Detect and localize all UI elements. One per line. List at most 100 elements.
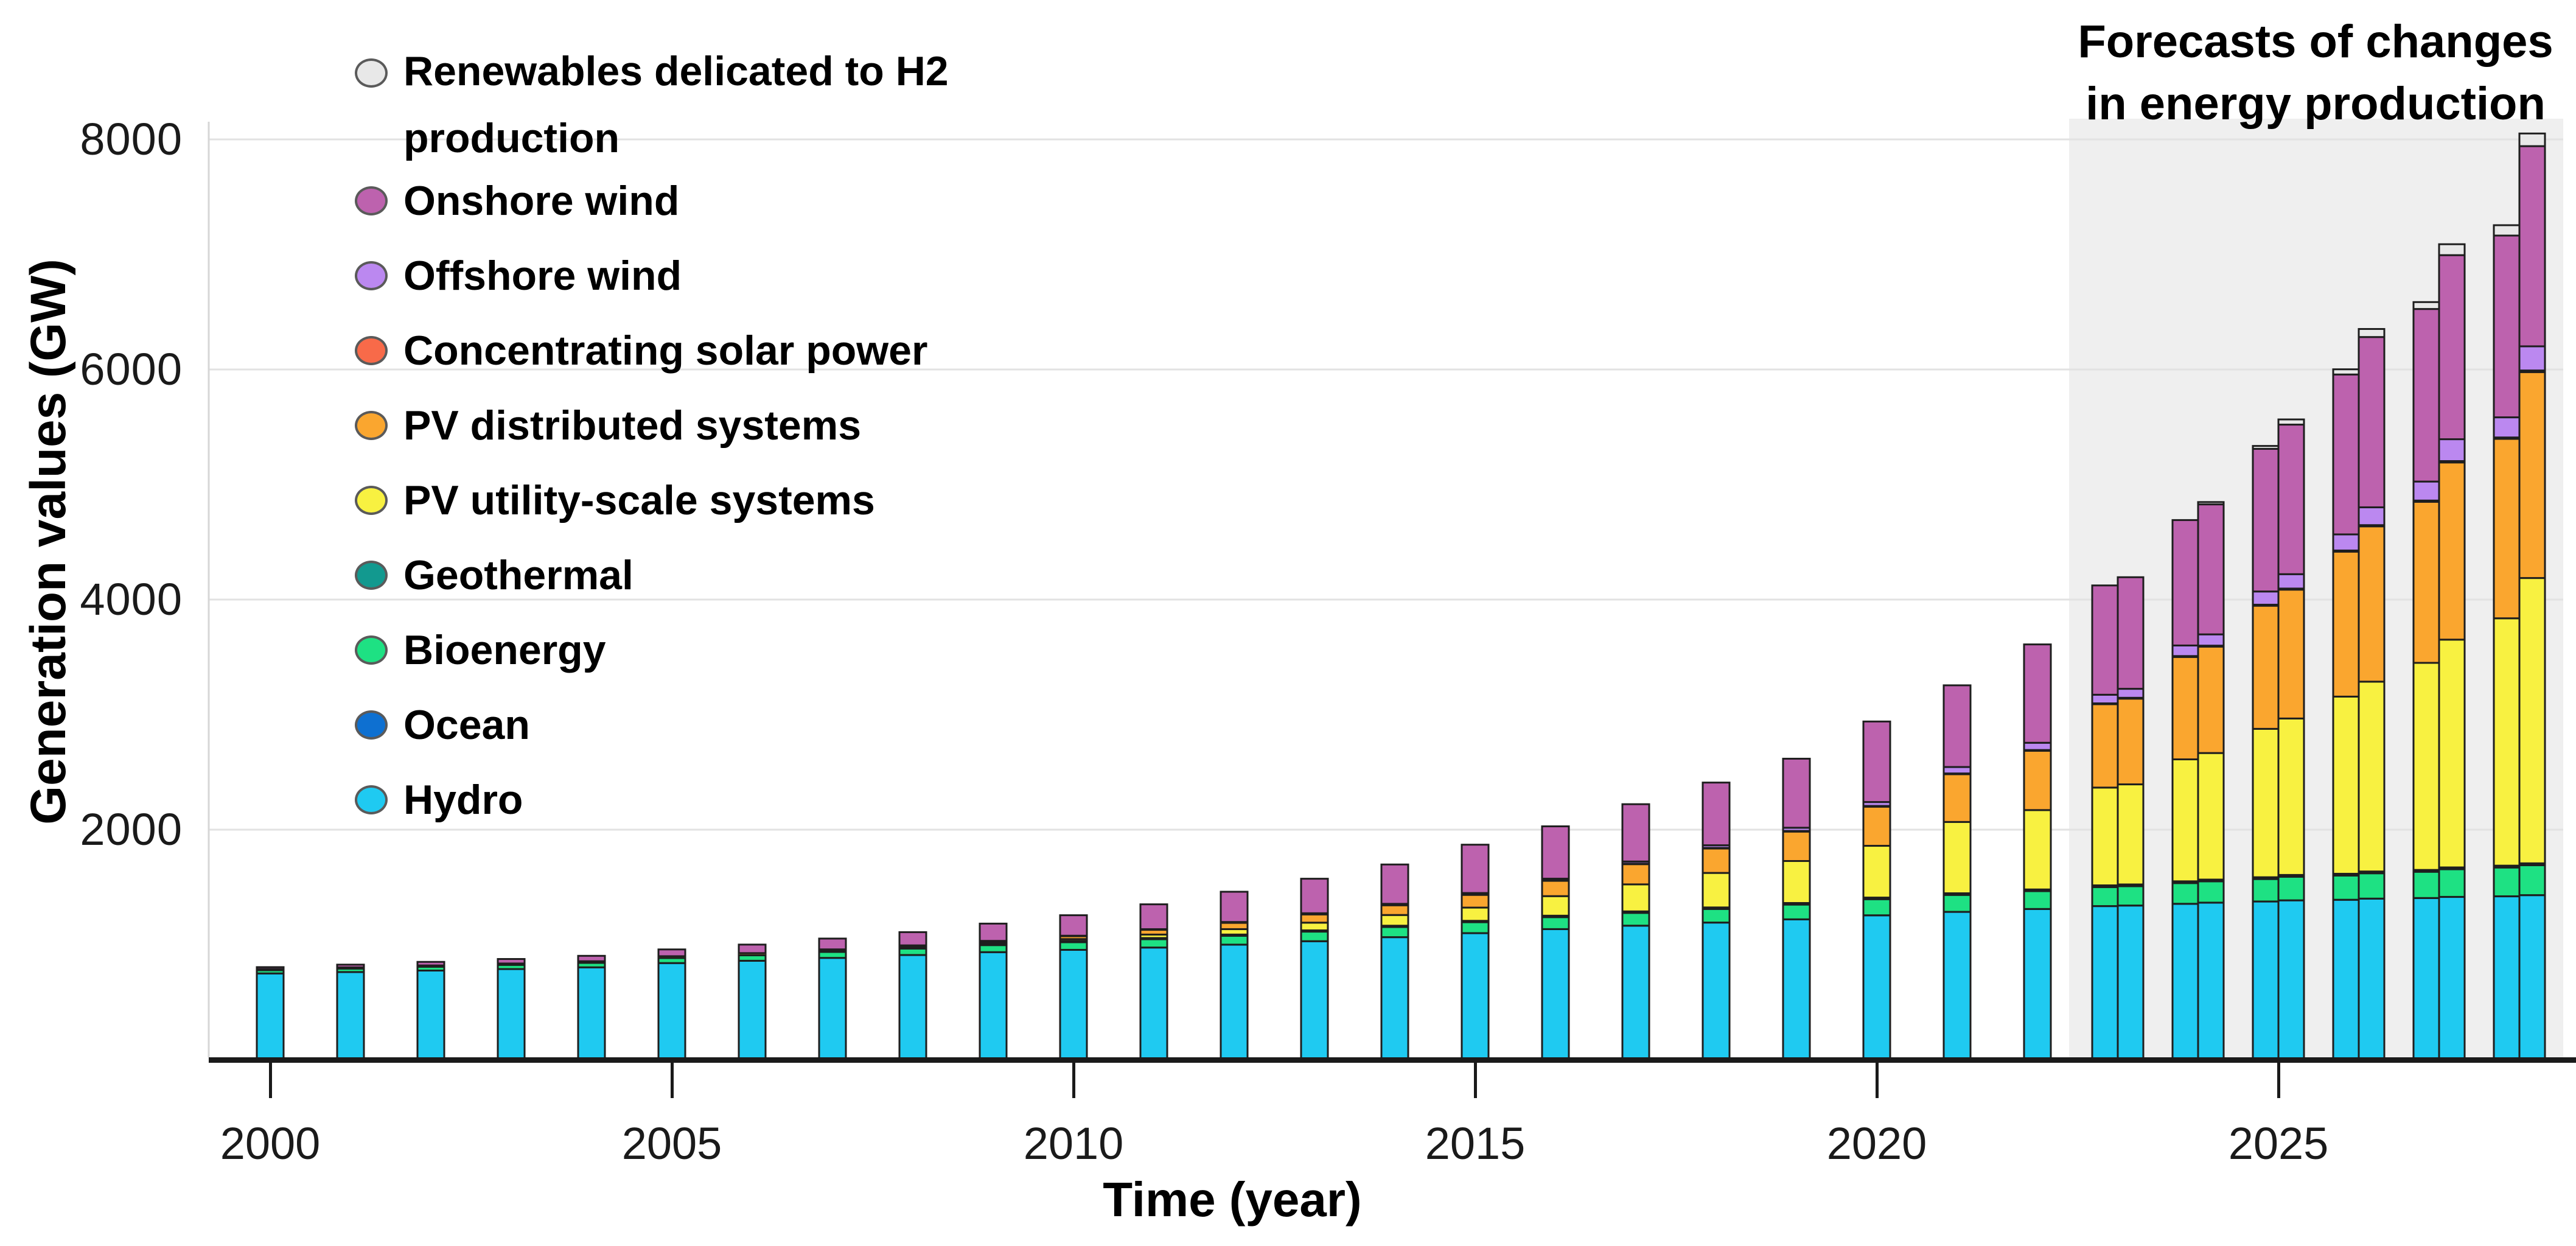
bar-segment-2007-onshore_wind [818,937,847,951]
bar-segment-2000-hydro [256,972,285,1061]
bar-2010 [1059,914,1088,1061]
legend-label-h2-line1: Renewables delicated to H2 [403,48,949,94]
bar-segment-2025-main-pv_utility [2252,727,2280,878]
bar-segment-2025-accelerated-onshore_wind [2277,424,2305,575]
bar-segment-2023-accelerated-onshore_wind [2117,576,2145,690]
bar-2024-accelerated [2197,501,2225,1061]
bar-segment-2009-bioenergy [979,944,1008,953]
bar-segment-2010-onshore_wind [1059,914,1088,937]
bar-segment-2028-accelerated-pv_distributed [2518,371,2546,579]
bar-segment-2027-accelerated-hydro [2438,896,2466,1061]
bar-segment-2020-pv_distributed [1862,805,1891,847]
bar-segment-2025-main-pv_distributed [2252,604,2280,730]
bar-segment-2024-main-bioenergy [2171,882,2199,905]
bar-segment-2014-onshore_wind [1380,863,1409,905]
legend-item-ocean: Ocean [403,702,530,748]
bar-segment-2024-main-pv_distributed [2171,656,2199,761]
bar-segment-2028-accelerated-h2 [2518,132,2546,147]
bar-segment-2015-pv_distributed [1461,894,1490,909]
bar-segment-2023-accelerated-pv_distributed [2117,698,2145,786]
bar-segment-2028-accelerated-offshore_wind [2518,345,2546,372]
bar-segment-2024-accelerated-offshore_wind [2197,633,2225,647]
bar-segment-2027-main-pv_utility [2412,662,2440,871]
bar-segment-2014-hydro [1380,936,1409,1061]
bar-segment-2028-accelerated-hydro [2518,894,2546,1061]
bar-2011 [1139,903,1168,1061]
forecast-annotation-line1: Forecasts of changes [2078,16,2553,68]
bar-segment-2007-hydro [818,957,847,1061]
bar-segment-2025-accelerated-h2 [2277,418,2305,426]
bar-segment-2001-hydro [336,971,365,1061]
bar-2015 [1461,844,1490,1061]
bar-segment-2024-accelerated-bioenergy [2197,880,2225,904]
bar-segment-2026-accelerated-pv_distributed [2358,525,2386,683]
bar-segment-2024-main-offshore_wind [2171,644,2199,657]
bar-segment-2023-accelerated-offshore_wind [2117,688,2145,699]
bar-segment-2017-hydro [1621,925,1650,1061]
bar-segment-2016-onshore_wind [1541,825,1570,880]
legend-dot-bioenergy [355,635,388,665]
bar-segment-2001-onshore_wind [336,964,365,968]
bar-2009 [979,922,1008,1061]
bar-segment-2023-main-pv_utility [2091,786,2119,887]
bar-2025-main [2252,445,2280,1061]
bar-segment-2012-bioenergy [1220,934,1249,946]
bar-segment-2027-main-onshore_wind [2412,308,2440,483]
bar-segment-2027-main-offshore_wind [2412,480,2440,502]
forecast-annotation-line2: in energy production [2086,77,2546,130]
bar-segment-2026-accelerated-onshore_wind [2358,336,2386,508]
bar-segment-2019-hydro [1782,918,1811,1061]
bar-segment-2018-pv_utility [1702,872,1731,909]
bar-segment-2020-pv_utility [1862,845,1891,899]
bar-segment-2004-onshore_wind [577,954,606,962]
bar-2027-accelerated [2438,243,2466,1061]
bar-segment-2021-pv_utility [1942,821,1972,895]
bar-segment-2008-bioenergy [898,947,927,956]
bar-segment-2025-main-onshore_wind [2252,447,2280,593]
bar-segment-2024-accelerated-pv_distributed [2197,645,2225,754]
bar-segment-2019-bioenergy [1782,903,1811,920]
bar-segment-2024-accelerated-pv_utility [2197,752,2225,881]
bar-segment-2027-main-bioenergy [2412,870,2440,899]
bar-segment-2013-pv_utility [1300,922,1329,931]
x-axis-line [209,1057,2576,1098]
bar-segment-2024-main-pv_utility [2171,758,2199,883]
bar-segment-2017-pv_distributed [1621,863,1650,886]
bar-segment-2015-onshore_wind [1461,844,1490,894]
bar-segment-2027-accelerated-bioenergy [2438,868,2466,898]
legend-dot-offshore-wind [355,261,388,290]
x-tick-2025: 2025 [2228,1118,2329,1169]
bar-segment-2023-accelerated-pv_utility [2117,783,2145,886]
bar-segment-2026-main-bioenergy [2332,874,2360,901]
bar-segment-2024-accelerated-hydro [2197,901,2225,1061]
bar-segment-2025-main-offshore_wind [2252,590,2280,606]
legend-dot-geothermal [355,561,388,590]
bar-segment-2023-main-offshore_wind [2091,693,2119,705]
bar-segment-2025-main-h2 [2252,445,2280,450]
bar-segment-2027-accelerated-h2 [2438,243,2466,256]
bar-segment-2022-bioenergy [2023,890,2052,910]
x-axis-title: Time (year) [1103,1172,1362,1227]
bar-segment-2021-bioenergy [1942,894,1972,913]
bar-2022 [2023,643,2052,1061]
bar-segment-2017-pv_utility [1621,883,1650,912]
bar-segment-2027-main-hydro [2412,897,2440,1061]
bar-segment-2026-main-pv_utility [2332,695,2360,875]
bar-segment-2000-onshore_wind [256,966,285,970]
bar-segment-2009-onshore_wind [979,922,1008,942]
bar-segment-2022-pv_distributed [2023,749,2052,811]
bar-segment-2011-bioenergy [1139,938,1168,949]
bar-segment-2026-main-pv_distributed [2332,550,2360,698]
bar-segment-2023-accelerated-hydro [2117,905,2145,1061]
y-tick-6000: 6000 [80,344,183,394]
bar-segment-2027-main-h2 [2412,301,2440,310]
bar-segment-2027-main-pv_distributed [2412,500,2440,664]
bar-2001 [336,964,365,1061]
bar-segment-2026-main-h2 [2332,368,2360,376]
legend-item-bioenergy: Bioenergy [403,627,606,673]
bar-2004 [577,954,606,1061]
bar-2023-accelerated [2117,576,2145,1061]
bar-segment-2005-onshore_wind [657,948,686,957]
bar-segment-2025-accelerated-hydro [2277,899,2305,1061]
bar-2005 [657,948,686,1061]
